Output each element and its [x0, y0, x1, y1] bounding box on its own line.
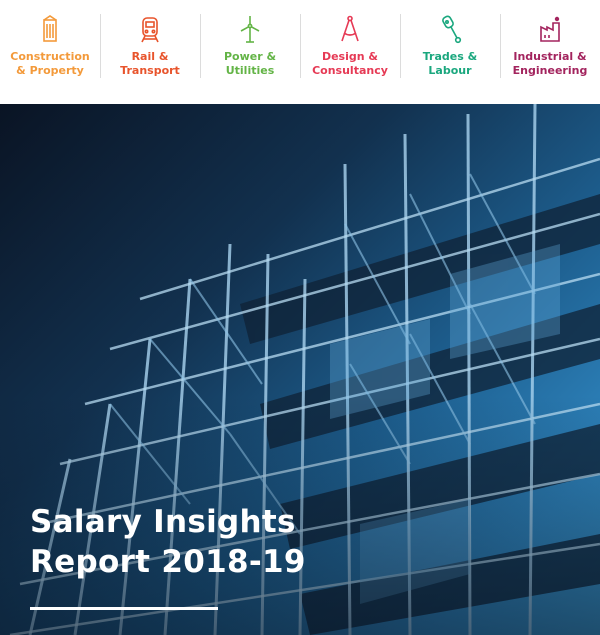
category-design-consultancy[interactable]: Design & Consultancy [300, 0, 400, 104]
factory-icon [540, 16, 560, 42]
category-bar: Construction & Property Rail & Transport [0, 0, 600, 104]
title-underline [30, 607, 218, 610]
hero-shade [0, 104, 600, 635]
title-line-1: Salary Insights [30, 504, 296, 540]
category-label: Rail & Transport [120, 50, 180, 77]
wrench-icon [442, 15, 462, 44]
category-rail-transport[interactable]: Rail & Transport [100, 0, 200, 104]
category-label: Industrial & Engineering [512, 50, 588, 77]
category-industrial-engineering[interactable]: Industrial & Engineering [500, 0, 600, 104]
category-construction-property[interactable]: Construction & Property [0, 0, 100, 104]
category-label: Construction & Property [10, 50, 90, 77]
compass-icon [341, 15, 359, 42]
category-label: Design & Consultancy [312, 50, 388, 77]
hero-image: Salary Insights Report 2018-19 [0, 104, 600, 635]
wind-turbine-icon [240, 16, 260, 43]
category-power-utilities[interactable]: Power & Utilities [200, 0, 300, 104]
building-icon [43, 15, 57, 42]
category-label: Power & Utilities [223, 50, 277, 77]
train-icon [141, 17, 159, 43]
title-line-2: Report 2018-19 [30, 544, 306, 580]
category-label: Trades & Labour [422, 50, 478, 77]
report-title: Salary Insights Report 2018-19 [30, 502, 306, 582]
category-trades-labour[interactable]: Trades & Labour [400, 0, 500, 104]
